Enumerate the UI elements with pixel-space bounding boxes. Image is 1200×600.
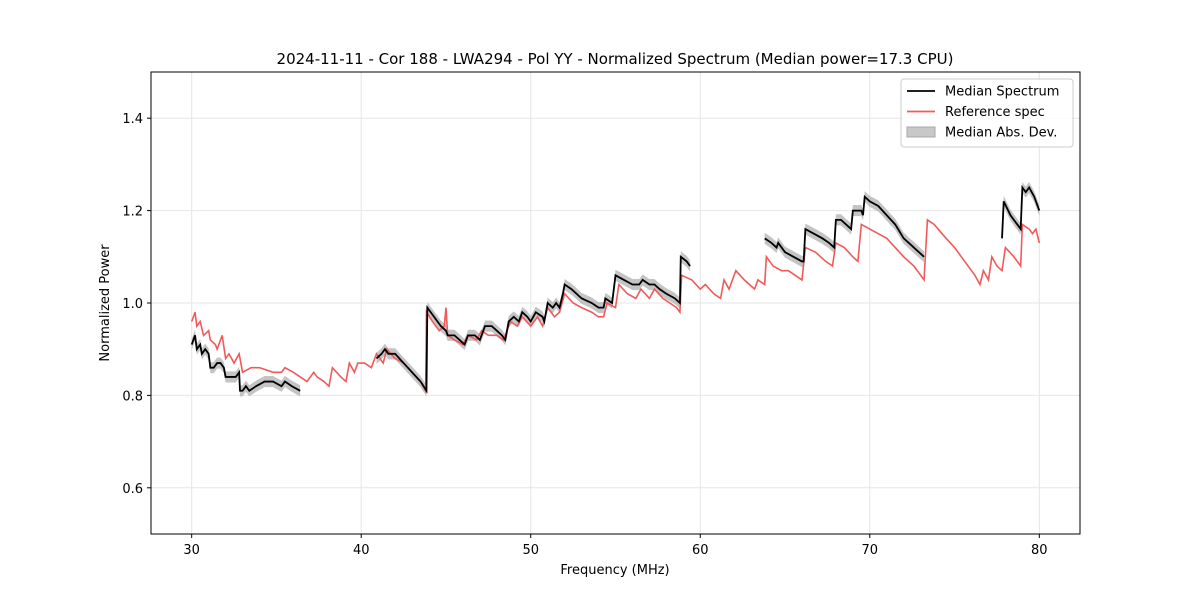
median-spectrum-line: [190, 335, 301, 393]
x-tick-label: 80: [1031, 543, 1048, 558]
x-tick-label: 60: [692, 543, 709, 558]
median-spectrum-line: [764, 194, 925, 263]
chart-title: 2024-11-11 - Cor 188 - LWA294 - Pol YY -…: [277, 50, 954, 68]
legend-box: [900, 78, 1074, 148]
x-tick-label: 70: [862, 543, 879, 558]
x-tick-label: 30: [183, 543, 200, 558]
x-tick-label: 50: [522, 543, 539, 558]
y-axis-label: Normalized Power: [98, 244, 113, 362]
mad-band: [764, 191, 925, 267]
mad-band: [191, 329, 301, 397]
x-tick-label: 40: [353, 543, 370, 558]
y-tick-label: 0.6: [122, 482, 143, 497]
y-tick-label: 1.2: [122, 205, 143, 220]
median-spectrum-line: [375, 254, 691, 394]
x-axis-label: Frequency (MHz): [560, 563, 669, 578]
y-tick-label: 1.4: [122, 112, 143, 127]
median-spectrum-line: [1001, 184, 1041, 239]
reference-spec-line: [190, 218, 1041, 394]
legend-swatch: [906, 126, 936, 138]
legend-label: Median Abs. Dev.: [945, 126, 1057, 141]
y-tick-label: 0.8: [122, 389, 143, 404]
y-tick-label: 1.0: [122, 297, 143, 312]
legend-label: Reference spec: [945, 105, 1045, 120]
plot-area: 30 40 50 60 70 80 0.6 0.8 1.0 1.2 1.4: [122, 71, 1081, 558]
legend-label: Median Spectrum: [945, 85, 1059, 100]
legend: Median Spectrum Reference spec Median Abs.…: [900, 78, 1074, 148]
